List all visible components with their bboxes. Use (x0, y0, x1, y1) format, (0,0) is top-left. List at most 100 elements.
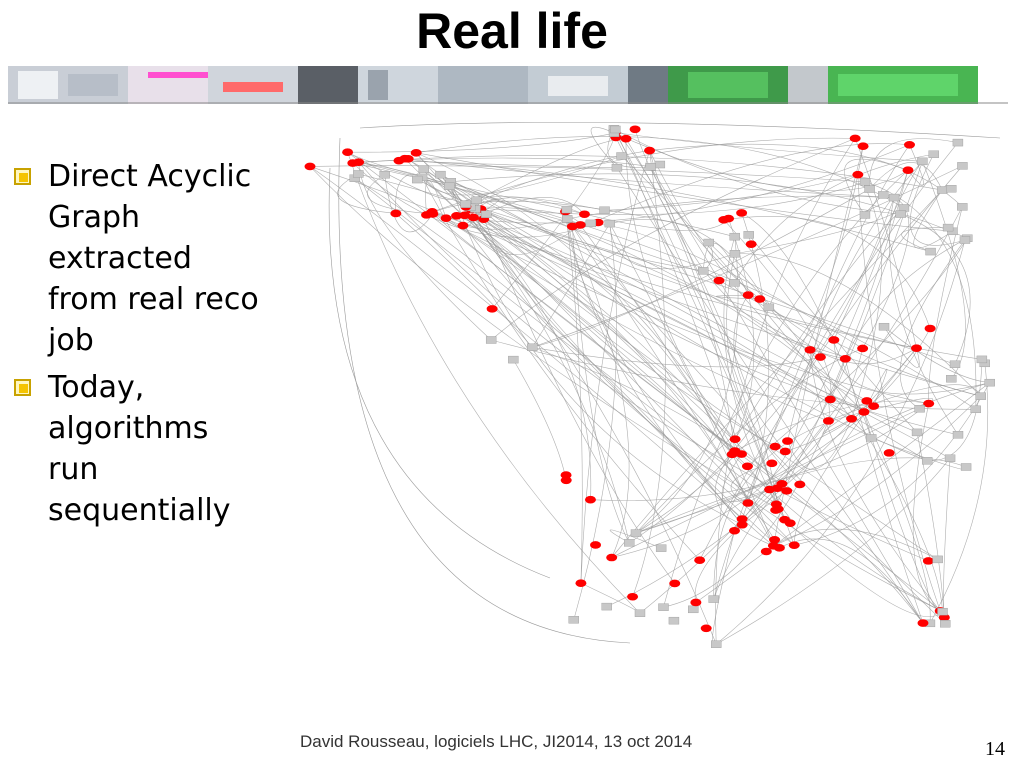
data-node (729, 279, 740, 287)
dependency-edge (713, 420, 829, 600)
data-node (418, 165, 429, 173)
dependency-edge (347, 151, 455, 200)
dependency-edge (730, 463, 772, 504)
dependency-edge (572, 226, 775, 540)
algorithm-node (736, 520, 748, 529)
algorithm-node (390, 209, 402, 218)
detector-banner-art (8, 66, 1008, 104)
dependency-edge (809, 349, 941, 612)
dependency-edge (733, 294, 786, 452)
data-node (970, 405, 981, 414)
dependency-edge (465, 196, 605, 211)
dependency-edge (483, 218, 872, 439)
data-node (960, 463, 972, 471)
dependency-edge (787, 418, 852, 470)
dependency-edge (779, 538, 924, 624)
algorithm-node (606, 553, 618, 562)
algorithm-node (917, 619, 929, 627)
dependency-edge (450, 183, 795, 546)
dependency-edge (732, 454, 943, 612)
algorithm-node (814, 353, 826, 361)
algorithm-node (839, 355, 851, 363)
data-node (688, 605, 699, 614)
algorithm-node (393, 156, 405, 165)
algorithm-node (858, 408, 870, 416)
dependency-edge (590, 143, 910, 224)
dependency-edge (845, 358, 924, 624)
algorithm-node (644, 146, 656, 155)
dependency-edge (359, 122, 1001, 139)
dependency-edge (347, 152, 641, 614)
algorithm-node (910, 344, 922, 352)
dependency-edge (741, 382, 990, 525)
dependency-edge (490, 138, 856, 341)
dependency-edge (715, 138, 856, 645)
algorithm-node (824, 395, 836, 404)
algorithm-node (849, 134, 861, 143)
dependency-edge (328, 167, 551, 579)
data-node (878, 322, 890, 331)
dependency-edge (432, 211, 748, 467)
data-node (585, 219, 597, 228)
dependency-edge (338, 137, 631, 644)
checkbox-square-icon (14, 379, 31, 396)
algorithm-node (729, 435, 741, 443)
algorithm-node (868, 402, 880, 410)
dependency-edge (629, 146, 864, 544)
dependency-edge (694, 490, 787, 603)
data-node (952, 138, 964, 147)
dependency-edge (741, 144, 910, 520)
dependency-edge (426, 200, 735, 237)
dependency-edge (456, 215, 981, 397)
data-node (949, 360, 961, 368)
dependency-edge (432, 213, 929, 404)
dependency-edge (699, 165, 963, 561)
dependency-edge (793, 347, 917, 546)
dependency-edge (347, 151, 943, 612)
dependency-edge (613, 128, 901, 215)
data-node (866, 434, 877, 442)
dependency-edge (611, 408, 920, 558)
dependency-edge (794, 382, 990, 546)
dependency-edge (734, 153, 934, 284)
dependency-edge (440, 174, 874, 407)
data-node (952, 431, 964, 439)
algorithm-node (342, 148, 354, 157)
algorithm-node (922, 557, 934, 565)
dependency-edge (723, 216, 931, 329)
dependency-edge (649, 150, 867, 402)
data-node (708, 595, 719, 603)
algorithm-node (590, 541, 602, 549)
dependency-edge (465, 203, 717, 645)
dependency-edge (445, 217, 829, 422)
data-node (957, 162, 968, 170)
data-node (859, 211, 871, 219)
dependency-edge (741, 212, 872, 439)
data-node (917, 157, 928, 166)
algorithm-node (560, 471, 572, 479)
data-node (561, 205, 573, 214)
algorithm-node (694, 556, 706, 564)
data-node (444, 182, 455, 190)
dependency-edge (632, 150, 666, 597)
dependency-edge (532, 188, 870, 348)
dependency-edge (635, 236, 739, 534)
algorithm-node (776, 480, 788, 488)
dependency-edge (716, 239, 966, 645)
dependency-edge (854, 138, 917, 349)
dependency-edge (702, 242, 749, 296)
dag-edges (309, 122, 1001, 647)
data-node (942, 223, 954, 232)
dependency-edge (869, 162, 943, 191)
data-node (471, 196, 482, 204)
algorithm-node (575, 579, 587, 587)
algorithm-node (938, 613, 950, 622)
algorithm-node (767, 541, 779, 550)
dependency-edge (604, 174, 858, 211)
dependency-edge (928, 206, 963, 404)
bullet-item: Today, algorithms run sequentially (12, 367, 262, 531)
dependency-edge (471, 209, 918, 433)
algorithm-node (690, 598, 702, 607)
data-node (932, 555, 943, 564)
dependency-edge (609, 223, 749, 504)
